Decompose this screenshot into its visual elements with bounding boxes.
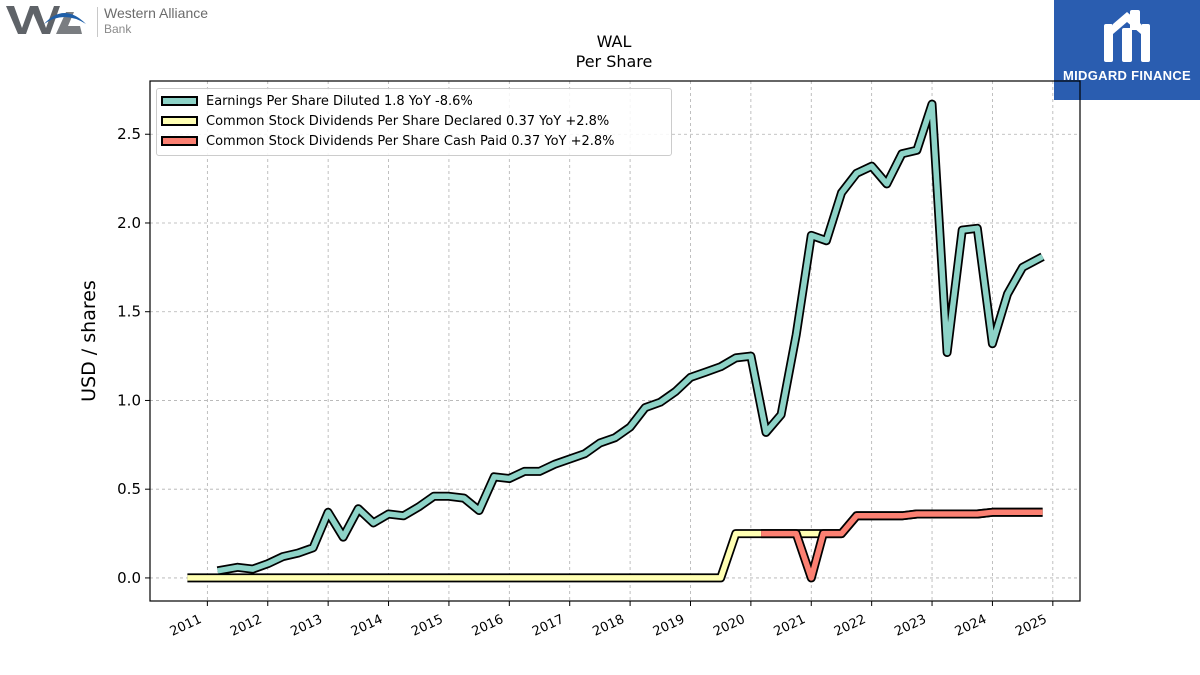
x-tick-label: 2019 [651, 612, 687, 640]
y-tick-label: 0.0 [117, 569, 141, 587]
y-tick-label: 1.5 [117, 303, 141, 321]
chart-title: WAL [596, 32, 632, 51]
series-lines [187, 99, 1045, 583]
logo-divider [97, 7, 98, 37]
legend-label-eps: Earnings Per Share Diluted 1.8 YoY -8.6% [206, 93, 473, 109]
legend-swatch-eps [161, 96, 198, 106]
eps-line-outline [216, 99, 1045, 576]
legend-swatch-declared [161, 116, 198, 126]
grid-lines [150, 81, 1080, 601]
legend: Earnings Per Share Diluted 1.8 YoY -8.6%… [156, 88, 672, 156]
x-tick-label: 2025 [1013, 612, 1049, 640]
axis-ticks: 2011 2012 2013 2014 2015 2016 2017 2018 2019 2020… [117, 125, 1054, 640]
x-tick-label: 2017 [530, 612, 566, 640]
x-tick-label: 2023 [892, 612, 928, 640]
x-tick-label: 2011 [168, 612, 204, 640]
brand-subtitle: Bank [104, 22, 132, 36]
legend-item-declared: Common Stock Dividends Per Share Declare… [161, 111, 609, 131]
x-tick-label: 2024 [953, 612, 989, 640]
x-tick-label: 2021 [772, 612, 808, 640]
x-tick-label: 2015 [409, 612, 445, 640]
midgard-brand-label: MIDGARD FINANCE [1063, 68, 1191, 83]
dividends-cash-paid-line-outline [761, 507, 1043, 583]
midgard-mark-icon [1104, 10, 1150, 62]
dividends-cash-paid-line [761, 509, 1043, 581]
x-tick-label: 2022 [832, 612, 868, 640]
chart-subtitle: Per Share [575, 52, 653, 71]
plot-frame [149, 80, 1081, 602]
legend-swatch-cash-paid [161, 136, 198, 146]
western-alliance-logo: Western Alliance Bank [4, 2, 234, 42]
x-tick-label: 2020 [711, 612, 747, 640]
y-tick-label: 0.5 [117, 480, 141, 498]
y-axis-label: USD / shares [78, 280, 100, 402]
x-tick-label: 2014 [349, 612, 385, 640]
y-tick-label: 1.0 [117, 391, 141, 409]
x-tick-label: 2012 [228, 612, 264, 640]
eps-line [217, 101, 1044, 574]
brand-name: Western Alliance [104, 5, 209, 21]
western-alliance-mark-icon [6, 6, 86, 34]
x-tick-label: 2013 [289, 612, 325, 640]
legend-item-eps: Earnings Per Share Diluted 1.8 YoY -8.6% [161, 91, 473, 111]
legend-item-cash-paid: Common Stock Dividends Per Share Cash Pa… [161, 131, 615, 151]
y-tick-label: 2.5 [117, 125, 141, 143]
legend-label-cash-paid: Common Stock Dividends Per Share Cash Pa… [206, 133, 615, 149]
x-tick-label: 2018 [590, 612, 626, 640]
x-tick-label: 2016 [470, 612, 506, 640]
legend-label-declared: Common Stock Dividends Per Share Declare… [206, 113, 610, 129]
y-tick-label: 2.0 [117, 214, 141, 232]
midgard-finance-logo: MIDGARD FINANCE [1054, 0, 1200, 100]
